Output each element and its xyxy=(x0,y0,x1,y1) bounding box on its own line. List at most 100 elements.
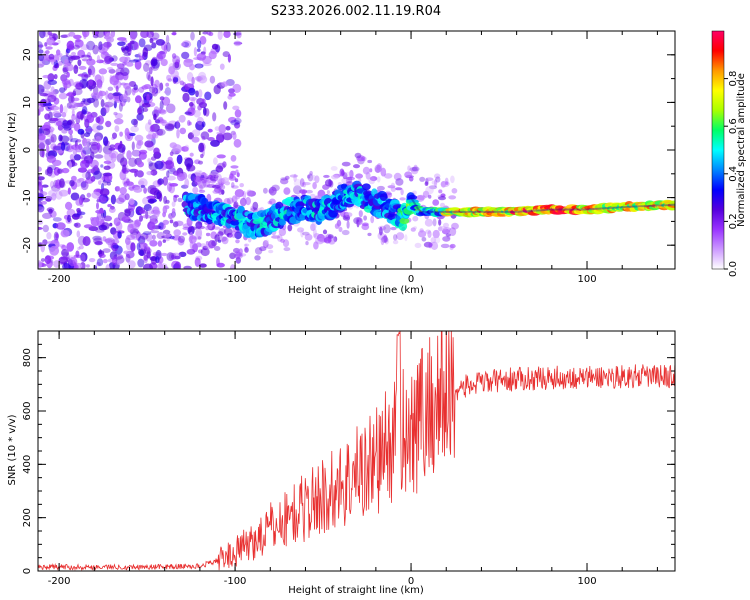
spectrogram-halo-blob xyxy=(230,230,237,238)
spectrogram-halo-blob xyxy=(438,189,443,194)
spectrogram-noise-blob xyxy=(59,87,66,93)
spectrogram-halo-blob xyxy=(307,174,311,179)
spectrogram-halo-blob xyxy=(393,234,398,241)
spectrogram-halo-blob xyxy=(418,230,427,238)
spectrogram-noise-blob xyxy=(131,118,138,126)
spectrogram-noise-blob xyxy=(182,232,188,236)
spectrogram-noise-blob xyxy=(108,147,116,151)
spectrogram-noise-blob xyxy=(105,264,111,269)
spectrogram-noise-blob xyxy=(61,129,68,134)
spectrogram-halo-blob xyxy=(277,234,283,242)
spectrogram-noise-blob xyxy=(235,256,241,264)
spectrogram-noise-blob xyxy=(107,86,114,92)
spectrogram-noise-blob xyxy=(131,149,142,157)
spectrogram-noise-blob xyxy=(183,265,192,269)
spectrogram-noise-blob xyxy=(119,187,127,195)
snr-y-label: SNR (10 * v/v) xyxy=(7,414,18,485)
spectrogram-halo-blob xyxy=(367,159,373,164)
spectrogram-noise-blob xyxy=(178,251,187,257)
spectrogram-noise-blob xyxy=(173,229,181,237)
spectrogram-noise-blob xyxy=(104,104,110,114)
spectrogram-halo-blob xyxy=(341,229,350,236)
spectrogram-noise-blob xyxy=(154,79,160,88)
spectrogram-noise-blob xyxy=(148,208,153,215)
spectrogram-noise-blob xyxy=(81,109,87,115)
spectrogram-noise-blob xyxy=(123,250,131,255)
spectrogram-noise-blob xyxy=(58,92,68,100)
spectrogram-halo-blob xyxy=(438,196,446,201)
spectrogram-halo-blob xyxy=(223,227,233,236)
spectrogram-noise-blob xyxy=(82,98,86,103)
spectrogram-noise-blob xyxy=(230,119,240,126)
spectrogram-noise-blob xyxy=(158,221,164,230)
spectrogram-noise-blob xyxy=(38,54,44,62)
spectrogram-noise-blob xyxy=(57,168,62,174)
spectrogram-halo-blob xyxy=(280,178,289,185)
spectrogram-noise-blob xyxy=(194,63,204,69)
spectrogram-noise-blob xyxy=(184,144,190,152)
spectrogram-halo-blob xyxy=(271,184,280,192)
spectrogram-halo-blob xyxy=(369,168,373,173)
spectrogram-halo-blob xyxy=(196,223,201,228)
spectrogram-noise-blob xyxy=(90,176,96,182)
spectrogram-noise-blob xyxy=(68,95,75,104)
spectrogram-noise-blob xyxy=(149,221,156,232)
spectrogram-noise-blob xyxy=(112,92,121,97)
spectrogram-x-ticks: -200 -100 0 100 xyxy=(48,31,658,285)
spectrogram-halo-blob xyxy=(305,241,309,246)
spectrogram-noise-blob xyxy=(38,106,44,112)
spectrogram-noise-blob xyxy=(195,120,205,131)
spectrogram-noise-blob xyxy=(53,65,58,68)
spectrogram-halo-blob xyxy=(416,194,426,201)
spectrogram-halo-blob xyxy=(421,237,427,242)
x-tick-label: 100 xyxy=(577,274,596,285)
spectrogram-noise-blob xyxy=(80,180,89,191)
spectrogram-noise-blob xyxy=(164,160,175,170)
spectrogram-noise-blob xyxy=(138,180,145,185)
spectrogram-halo-blob xyxy=(313,241,319,250)
y-tick-label: 400 xyxy=(22,455,33,474)
spectrogram-halo-blob xyxy=(404,234,408,242)
spectrogram-noise-blob xyxy=(81,172,89,179)
spectrogram-noise-blob xyxy=(179,127,187,135)
spectrogram-noise-blob xyxy=(234,109,242,118)
spectrogram-noise-blob xyxy=(207,128,213,133)
spectrogram-halo-blob xyxy=(289,174,299,178)
spectrogram-noise-blob xyxy=(94,164,99,170)
spectrogram-noise-blob xyxy=(45,50,50,55)
spectrogram-noise-blob xyxy=(116,186,121,192)
spectrogram-noise-blob xyxy=(153,113,157,121)
spectrogram-noise-blob xyxy=(197,104,202,111)
spectrogram-halo-blob xyxy=(207,223,213,230)
spectrogram-noise-blob xyxy=(143,263,153,269)
spectrogram-halo-blob xyxy=(393,172,402,181)
spectrogram-halo-blob xyxy=(419,176,426,182)
spectrogram-halo-blob xyxy=(211,184,221,189)
spectrogram-noise-blob xyxy=(151,32,160,40)
spectrogram-noise-blob xyxy=(96,125,104,131)
spectrogram-noise-blob xyxy=(140,31,149,39)
spectrogram-halo-blob xyxy=(368,176,376,185)
spectrogram-halo-blob xyxy=(208,240,216,249)
spectrogram-noise-blob xyxy=(71,51,76,56)
spectrogram-noise-blob xyxy=(38,184,44,191)
spectrogram-noise-blob xyxy=(44,42,48,47)
spectrogram-noise-blob xyxy=(201,121,206,128)
colorbar-tick-label: 0.2 xyxy=(728,213,739,229)
spectrogram-noise-blob xyxy=(62,263,71,269)
spectrogram-noise-blob xyxy=(146,134,154,140)
spectrogram-noise-blob xyxy=(181,146,189,152)
spectrogram-halo-blob xyxy=(311,221,317,231)
spectrogram-noise-blob xyxy=(171,53,177,59)
spectrogram-halo-blob xyxy=(423,241,433,248)
spectrogram-ridge-blob xyxy=(379,193,388,202)
spectrogram-halo-blob xyxy=(379,226,383,236)
spectrogram-noise-blob xyxy=(94,154,104,159)
spectrogram-noise-blob xyxy=(171,201,176,208)
spectrogram-noise-blob xyxy=(151,59,161,69)
spectrogram-noise-blob xyxy=(141,85,149,90)
spectrogram-noise-blob xyxy=(66,245,70,252)
spectrogram-noise-blob xyxy=(104,238,113,243)
spectrogram-noise-blob xyxy=(86,58,96,66)
spectrogram-noise-blob xyxy=(103,101,114,108)
